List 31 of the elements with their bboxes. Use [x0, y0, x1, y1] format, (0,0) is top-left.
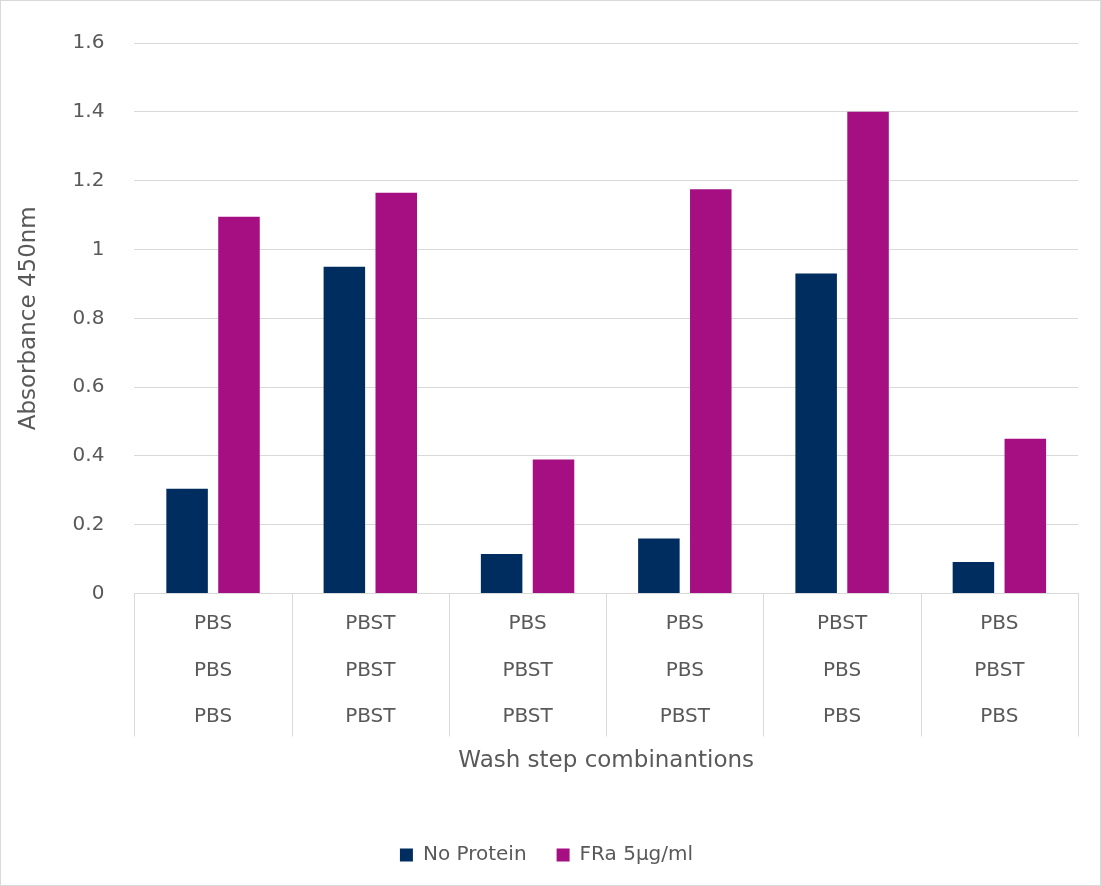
y-tick-label: 0.8	[72, 304, 105, 329]
bar	[638, 538, 680, 594]
x-tick-label: PBS PBST PBST	[502, 610, 554, 728]
x-tick-label: PBS PBST PBS	[974, 610, 1026, 728]
y-tick-label: 0.6	[72, 373, 105, 398]
x-tick-label: PBS PBS PBST	[659, 610, 711, 728]
bar	[323, 266, 366, 594]
bar	[690, 189, 732, 594]
x-axis-title: Wash step combinantions	[458, 746, 755, 773]
bar	[952, 561, 995, 594]
y-tick-label: 1.4	[72, 98, 105, 123]
y-tick-label: 0.4	[72, 442, 105, 467]
bar	[166, 488, 208, 594]
bar	[795, 273, 837, 594]
bar	[480, 554, 523, 594]
bar	[1004, 438, 1047, 594]
y-tick-label: 0	[91, 579, 105, 604]
legend-label: FRa 5µg/ml	[579, 841, 694, 866]
y-axis-title: Absorbance 450nm	[13, 206, 40, 431]
bar	[218, 216, 260, 594]
x-tick-label: PBS PBS PBS	[193, 610, 233, 728]
x-tick-label: PBST PBST PBST	[345, 610, 397, 728]
y-tick-label: 1	[91, 235, 105, 260]
y-tick-label: 1.2	[72, 166, 105, 191]
y-tick-label: 0.2	[72, 510, 105, 535]
legend-label: No Protein	[422, 841, 527, 866]
y-tick-label: 1.6	[72, 29, 105, 54]
bar	[375, 192, 418, 594]
bar	[532, 459, 575, 594]
bar	[847, 111, 889, 594]
x-tick-label: PBST PBS PBS	[816, 610, 869, 728]
